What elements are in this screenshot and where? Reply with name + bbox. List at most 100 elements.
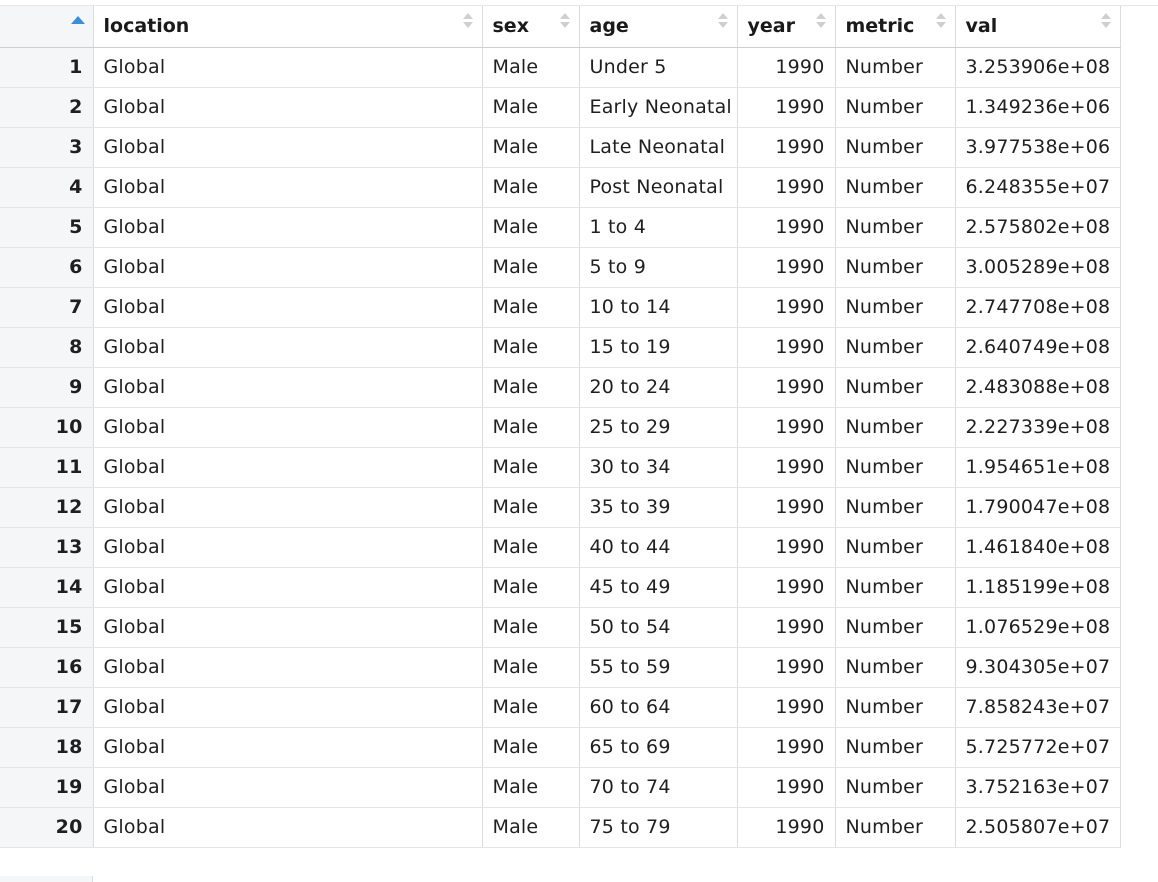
sort-toggle-icon[interactable] [1100,13,1111,31]
cell-val: 3.005289e+08 [955,247,1121,288]
cell-val: 2.227339e+08 [955,407,1121,448]
cell-val: 3.253906e+08 [955,47,1121,88]
table-row[interactable]: 1 Global Male Under 5 1990 Number 3.253906e+08 [0,47,1121,88]
table-row[interactable]: 15 Global Male 50 to 54 1990 Number 1.076529e+… [0,607,1121,648]
cell-sex: Male [482,647,580,688]
column-header-sex-label: sex [492,15,529,38]
column-header-val[interactable]: val [955,6,1121,48]
table-row[interactable]: 5 Global Male 1 to 4 1990 Number 2.575802e+08 [0,207,1121,248]
cell-year: 1990 [737,607,836,648]
cell-val: 3.977538e+06 [955,127,1121,168]
column-header-year[interactable]: year [737,6,836,48]
cell-metric: Number [835,527,956,568]
table-row[interactable]: 19 Global Male 70 to 74 1990 Number 3.752163e+… [0,767,1121,808]
cell-val: 1.461840e+08 [955,527,1121,568]
cell-age: 10 to 14 [579,287,738,328]
cell-val: 1.954651e+08 [955,447,1121,488]
sort-toggle-icon[interactable] [559,13,570,31]
table-row[interactable]: 6 Global Male 5 to 9 1990 Number 3.005289e+08 [0,247,1121,288]
cell-year: 1990 [737,367,836,408]
header-row: location sex age year metric [0,6,1121,48]
sort-toggle-icon[interactable] [717,13,728,31]
table-row[interactable]: 3 Global Male Late Neonatal 1990 Number 3.9775… [0,127,1121,168]
cell-sex: Male [482,767,580,808]
table-row[interactable]: 2 Global Male Early Neonatal 1990 Number 1.349… [0,87,1121,128]
cell-year: 1990 [737,87,836,128]
cell-metric: Number [835,327,956,368]
cell-age: 50 to 54 [579,607,738,648]
cell-age: 15 to 19 [579,327,738,368]
column-header-val-label: val [965,15,998,38]
cell-year: 1990 [737,407,836,448]
cell-location: Global [93,647,483,688]
cell-age: 25 to 29 [579,407,738,448]
table-row[interactable]: 20 Global Male 75 to 79 1990 Number 2.505807e+… [0,807,1121,848]
cell-metric: Number [835,567,956,608]
cell-metric: Number [835,287,956,328]
cell-metric: Number [835,447,956,488]
cell-index: 9 [0,367,94,408]
sort-toggle-icon[interactable] [815,13,826,31]
cell-year: 1990 [737,527,836,568]
table-row[interactable]: 17 Global Male 60 to 64 1990 Number 7.858243e+… [0,687,1121,728]
table-row[interactable]: 8 Global Male 15 to 19 1990 Number 2.640749e+0… [0,327,1121,368]
cell-index: 2 [0,87,94,128]
table-row[interactable]: 14 Global Male 45 to 49 1990 Number 1.185199e+… [0,567,1121,608]
table-row[interactable]: 16 Global Male 55 to 59 1990 Number 9.304305e+… [0,647,1121,688]
cell-val: 7.858243e+07 [955,687,1121,728]
cell-index: 8 [0,327,94,368]
cell-sex: Male [482,687,580,728]
cell-location: Global [93,87,483,128]
cell-sex: Male [482,247,580,288]
cell-year: 1990 [737,687,836,728]
cell-location: Global [93,567,483,608]
column-header-metric[interactable]: metric [835,6,956,48]
cell-location: Global [93,487,483,528]
cell-age: 75 to 79 [579,807,738,848]
cell-location: Global [93,47,483,88]
cell-location: Global [93,367,483,408]
table-row[interactable]: 18 Global Male 65 to 69 1990 Number 5.725772e+… [0,727,1121,768]
cell-val: 2.640749e+08 [955,327,1121,368]
cell-index: 12 [0,487,94,528]
cell-age: 30 to 34 [579,447,738,488]
cell-location: Global [93,767,483,808]
column-header-sex[interactable]: sex [482,6,580,48]
table-row[interactable]: 4 Global Male Post Neonatal 1990 Number 6.2483… [0,167,1121,208]
cell-year: 1990 [737,567,836,608]
cell-metric: Number [835,807,956,848]
cell-location: Global [93,327,483,368]
table-row[interactable]: 9 Global Male 20 to 24 1990 Number 2.483088e+0… [0,367,1121,408]
table-row[interactable]: 10 Global Male 25 to 29 1990 Number 2.227339e+… [0,407,1121,448]
cell-index: 3 [0,127,94,168]
cell-metric: Number [835,407,956,448]
cell-sex: Male [482,447,580,488]
sort-ascending-icon[interactable] [70,16,85,24]
table-row[interactable]: 7 Global Male 10 to 14 1990 Number 2.747708e+0… [0,287,1121,328]
cell-sex: Male [482,367,580,408]
cell-val: 2.575802e+08 [955,207,1121,248]
cell-age: 60 to 64 [579,687,738,728]
table-row[interactable]: 13 Global Male 40 to 44 1990 Number 1.461840e+… [0,527,1121,568]
column-header-metric-label: metric [845,15,915,38]
column-header-age[interactable]: age [579,6,738,48]
column-header-location[interactable]: location [93,6,483,48]
cell-index: 4 [0,167,94,208]
cell-metric: Number [835,127,956,168]
table-row[interactable]: 11 Global Male 30 to 34 1990 Number 1.954651e+… [0,447,1121,488]
cell-metric: Number [835,647,956,688]
viewer-top-edge [0,0,1158,6]
cell-val: 6.248355e+07 [955,167,1121,208]
cell-metric: Number [835,767,956,808]
cell-index: 20 [0,807,94,848]
sort-toggle-icon[interactable] [462,13,473,31]
cell-val: 1.076529e+08 [955,607,1121,648]
cell-sex: Male [482,207,580,248]
cell-location: Global [93,687,483,728]
sort-toggle-icon[interactable] [935,13,946,31]
column-header-index[interactable] [0,6,94,48]
table-row[interactable]: 12 Global Male 35 to 39 1990 Number 1.790047e+… [0,487,1121,528]
cell-year: 1990 [737,287,836,328]
cell-sex: Male [482,727,580,768]
